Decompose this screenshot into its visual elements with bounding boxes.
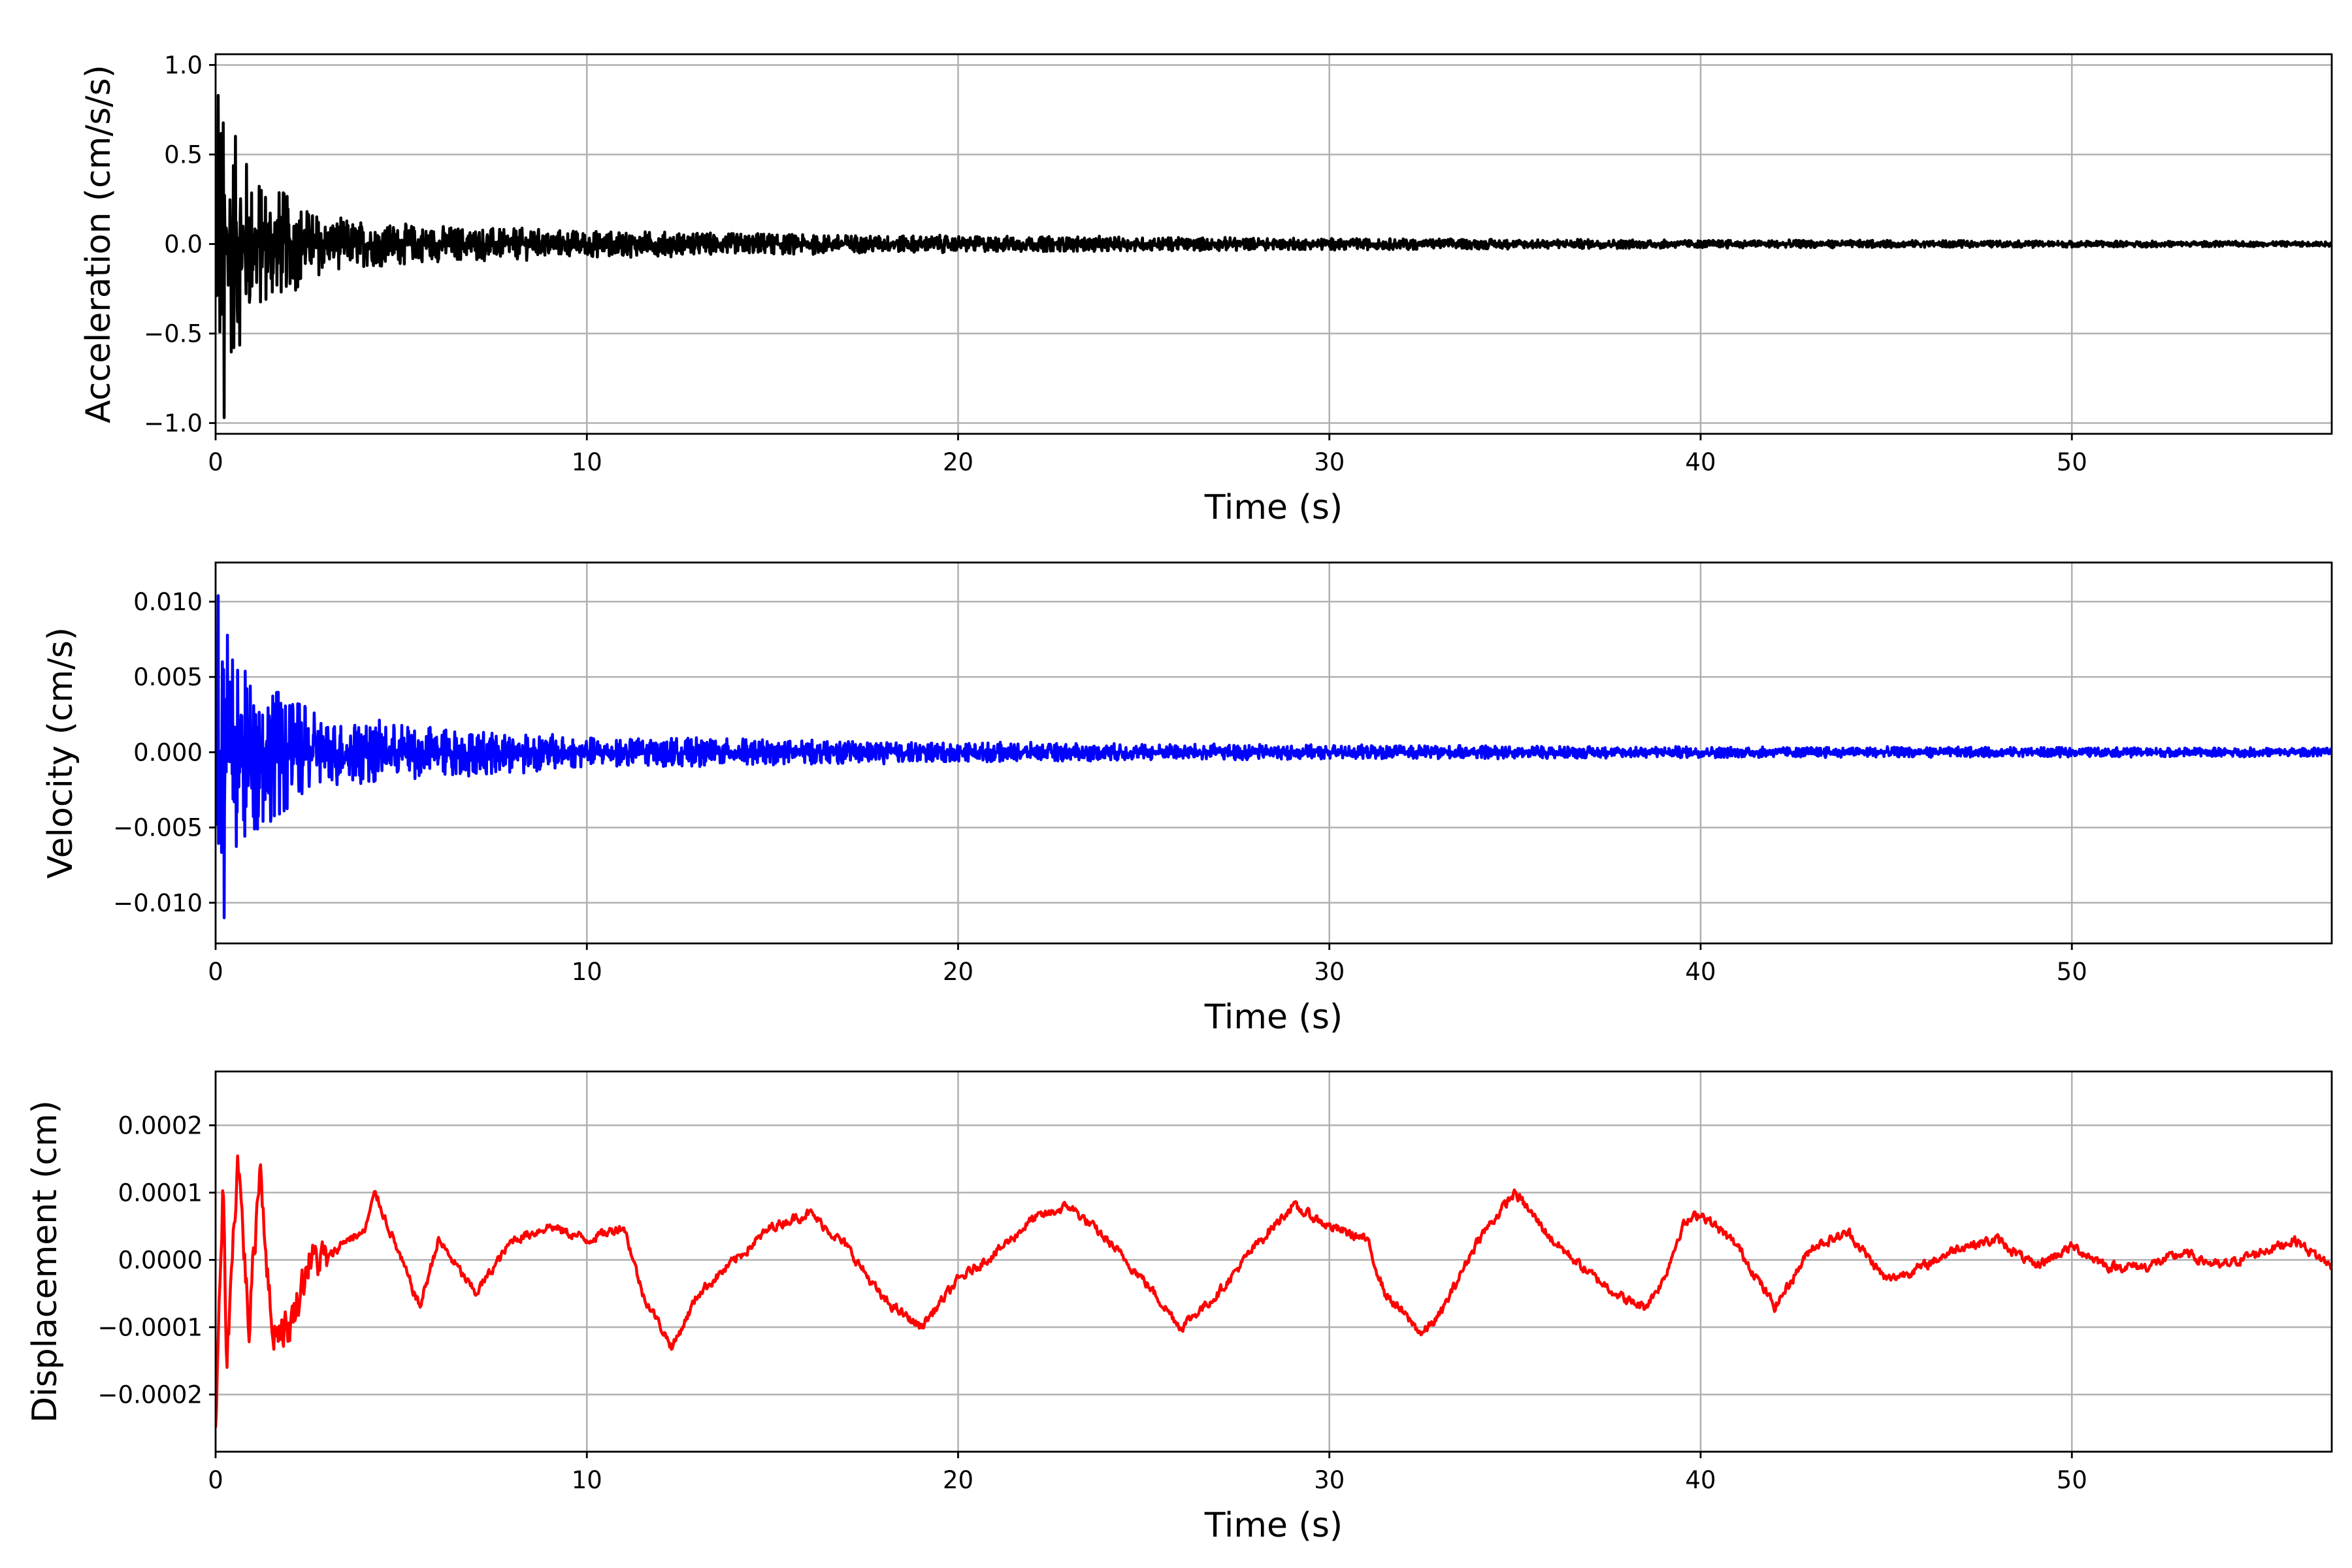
y-tick-label: −0.010 — [113, 889, 203, 917]
x-axis-label: Time (s) — [1204, 488, 1343, 527]
y-tick-label: 1.0 — [164, 51, 203, 79]
y-axis-label: Velocity (cm/s) — [41, 627, 80, 879]
x-tick-label: 40 — [1685, 958, 1716, 986]
y-axis-label: Displacement (cm) — [25, 1100, 65, 1423]
x-tick-label: 30 — [1314, 958, 1345, 986]
panel-displacement: 0 10 20 30 40 50 −0.0002 −0.0001 0.0000 0.0001 0.0… — [25, 1070, 2333, 1545]
x-tick-label: 0 — [208, 448, 223, 476]
acceleration-series-line — [216, 93, 2332, 419]
x-tick-label: 40 — [1685, 1466, 1716, 1494]
panel-acceleration: 0 10 20 30 40 50 −1.0 −0.5 0.0 0.5 1.0 Time (s) Acce… — [79, 51, 2333, 527]
y-tick-label: −0.5 — [144, 320, 203, 348]
y-tick-label: 0.000 — [133, 738, 203, 766]
velocity-series-line — [216, 594, 2332, 920]
x-axis-label: Time (s) — [1204, 998, 1343, 1037]
y-tick-label: −0.0002 — [98, 1380, 203, 1409]
y-tick-label: 0.005 — [133, 663, 203, 691]
x-tick-label: 0 — [208, 958, 223, 986]
x-tick-label: 50 — [2057, 958, 2087, 986]
panel-velocity: 0 10 20 30 40 50 −0.010 −0.005 0.000 0.005 0.010 Ti… — [41, 561, 2333, 1037]
x-tick-label: 0 — [208, 1466, 223, 1494]
x-tick-label: 20 — [943, 448, 973, 476]
x-tick-label: 10 — [572, 448, 602, 476]
x-tick-label: 10 — [572, 1466, 602, 1494]
y-tick-label: −0.0001 — [98, 1313, 203, 1341]
y-tick-label: 0.5 — [164, 140, 203, 169]
y-tick-label: −0.005 — [113, 814, 203, 842]
x-tick-label: 30 — [1314, 1466, 1345, 1494]
y-tick-label: 0.0000 — [118, 1246, 203, 1274]
x-tick-label: 20 — [943, 958, 973, 986]
x-tick-label: 10 — [572, 958, 602, 986]
axes-frame — [214, 1070, 2333, 1453]
x-axis-label: Time (s) — [1204, 1506, 1343, 1545]
y-tick-label: −1.0 — [144, 410, 203, 438]
x-tick-label: 40 — [1685, 448, 1716, 476]
y-axis-label: Acceleration (cm/s/s) — [79, 65, 118, 423]
x-tick-label: 30 — [1314, 448, 1345, 476]
x-tick-label: 50 — [2057, 448, 2087, 476]
y-tick-label: 0.0001 — [118, 1179, 203, 1207]
y-tick-label: 0.0002 — [118, 1111, 203, 1139]
displacement-series-line — [216, 1154, 2332, 1428]
x-tick-label: 50 — [2057, 1466, 2087, 1494]
x-tick-label: 20 — [943, 1466, 973, 1494]
y-tick-label: 0.010 — [133, 588, 203, 616]
y-tick-label: 0.0 — [164, 231, 203, 259]
